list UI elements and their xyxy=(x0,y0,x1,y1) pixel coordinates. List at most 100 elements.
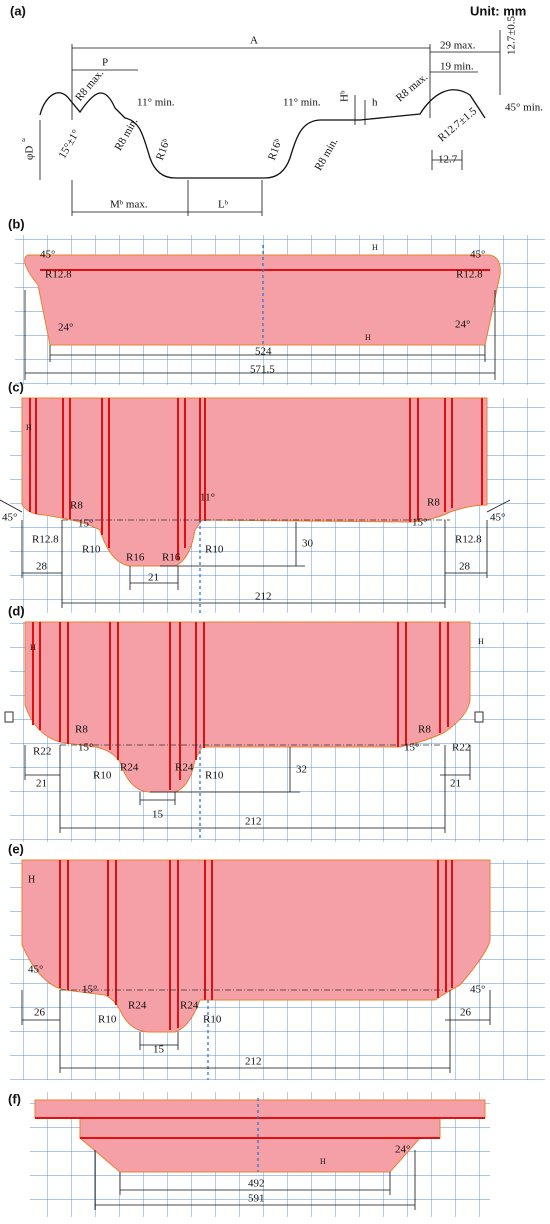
dim-text: 26 xyxy=(34,1007,46,1019)
dim-text: 15° xyxy=(78,518,93,530)
panel-a: (a) Unit: mm A P R8 max. 11° min. 11° mi… xyxy=(10,3,543,216)
dim-text: R12.8 xyxy=(32,534,59,546)
dim-text: R8 min. xyxy=(112,116,140,153)
dim-text: H xyxy=(320,1157,326,1166)
dim-text: 21 xyxy=(450,778,461,790)
dim-text: 212 xyxy=(255,591,272,603)
dim-text: 15°±1° xyxy=(56,128,82,161)
dim-text: H xyxy=(372,243,378,252)
dim-text: R8 max. xyxy=(73,67,106,103)
dim-text: 571.5 xyxy=(250,364,275,376)
dimension-lines xyxy=(21,990,491,1073)
dimension-lines xyxy=(24,290,496,380)
dim-text: 11° xyxy=(200,492,215,504)
dim-text: R24 xyxy=(175,762,194,774)
dim-text: 21 xyxy=(36,778,47,790)
dimension-lines xyxy=(39,30,501,216)
dim-text: R22 xyxy=(452,742,470,754)
dim-text: 32 xyxy=(296,764,307,776)
panel-label: (b) xyxy=(8,216,25,231)
dim-text: 45° xyxy=(28,964,43,976)
dim-text: 45° xyxy=(2,512,17,524)
dim-text: R10 xyxy=(93,770,112,782)
dim-text: Lᵇ xyxy=(218,199,229,211)
panel-d: (d) R8 R22 15° R10 R24 R24 R10 32 R8 15°… xyxy=(4,603,545,842)
dim-text: 15° xyxy=(412,517,427,529)
dim-text: 15 xyxy=(153,1044,165,1056)
dim-text: P xyxy=(102,57,108,69)
dim-text: 21 xyxy=(148,572,159,584)
dim-text: H xyxy=(478,637,484,646)
dim-text: 15° xyxy=(82,984,97,996)
dim-text: R12.8 xyxy=(455,534,482,546)
blank-layer xyxy=(79,1117,441,1139)
dim-text: 524 xyxy=(255,346,272,358)
panel-label: (a) xyxy=(10,3,26,18)
dim-text: H xyxy=(365,333,371,342)
dim-text: 11° min. xyxy=(137,97,175,109)
dim-text: 30 xyxy=(302,538,314,550)
dim-text: R10 xyxy=(205,544,224,556)
dim-text: R16ᵇ xyxy=(154,137,173,162)
panel-b: (b) 45° 45° R12.8 R12.8 24° 24° 524 571.… xyxy=(8,216,545,385)
red-lines xyxy=(59,860,453,1030)
dim-text: 24° xyxy=(395,1144,410,1156)
panel-c: (c) 45° R8 15° R12.8 R10 R16 R16 11° R10… xyxy=(0,379,545,615)
dim-text: 212 xyxy=(245,1056,262,1068)
dim-text: 15 xyxy=(152,809,164,821)
dim-text: R12.8 xyxy=(456,269,483,281)
panel-label: (f) xyxy=(8,1091,21,1106)
dim-text: 24° xyxy=(58,322,73,334)
blank-shape xyxy=(78,1137,422,1173)
dim-text: 24° xyxy=(455,319,470,331)
dim-text: R16 xyxy=(162,552,181,564)
dim-text: 11° min. xyxy=(283,97,321,109)
dim-text: R24 xyxy=(120,762,139,774)
unit-label: Unit: mm xyxy=(470,3,526,18)
dim-text: 45° xyxy=(470,984,485,996)
dim-text: R24 xyxy=(180,1000,199,1012)
dim-text: 45° min. xyxy=(505,102,543,114)
dim-text: H xyxy=(26,423,32,432)
dim-text: 26 xyxy=(460,1007,472,1019)
panel-label: (e) xyxy=(8,841,24,856)
dim-text: R8 xyxy=(70,500,83,512)
dim-text: R10 xyxy=(203,1014,222,1026)
dim-text: 12.7±0.5 xyxy=(506,15,518,55)
dim-text: R8 xyxy=(418,724,431,736)
dimension-lines xyxy=(24,745,471,833)
dim-text: R24 xyxy=(128,1000,147,1012)
dim-text: 15° xyxy=(78,742,93,754)
profile xyxy=(39,89,486,179)
dim-text: 492 xyxy=(248,1178,265,1190)
dim-text: a xyxy=(22,136,26,144)
red-lines xyxy=(35,1117,485,1139)
marker xyxy=(474,711,484,723)
dim-text: A xyxy=(250,35,258,47)
dim-text: Mᵇ max. xyxy=(110,199,148,211)
panel-label: (c) xyxy=(8,379,24,394)
dim-text: 45° xyxy=(40,249,55,261)
red-lines xyxy=(29,398,483,560)
dim-text: R10 xyxy=(98,1014,117,1026)
dim-text: 591 xyxy=(248,1193,265,1205)
dim-text: R8 min. xyxy=(312,136,340,173)
panel-label: (d) xyxy=(8,603,25,618)
dim-text: R10 xyxy=(205,770,224,782)
dim-text: 45° xyxy=(490,512,505,524)
dim-text: φD xyxy=(24,146,36,160)
marker xyxy=(4,711,14,723)
dim-text: R16 xyxy=(126,552,145,564)
dim-text: 19 min. xyxy=(440,61,474,73)
panel-f: (f) 24° 492 591 H xyxy=(8,1091,490,1217)
dimension-lines xyxy=(94,1150,416,1210)
dim-text: R22 xyxy=(33,746,51,758)
dim-text: 15° xyxy=(404,742,419,754)
dim-text: 29 max. xyxy=(440,40,476,52)
red-lines xyxy=(32,622,449,790)
dim-text: R16ᵇ xyxy=(266,137,285,162)
dim-text: R12.7±1.5 xyxy=(436,105,480,144)
dim-text: R8 xyxy=(75,724,88,736)
dim-text: R8 max. xyxy=(394,71,430,104)
